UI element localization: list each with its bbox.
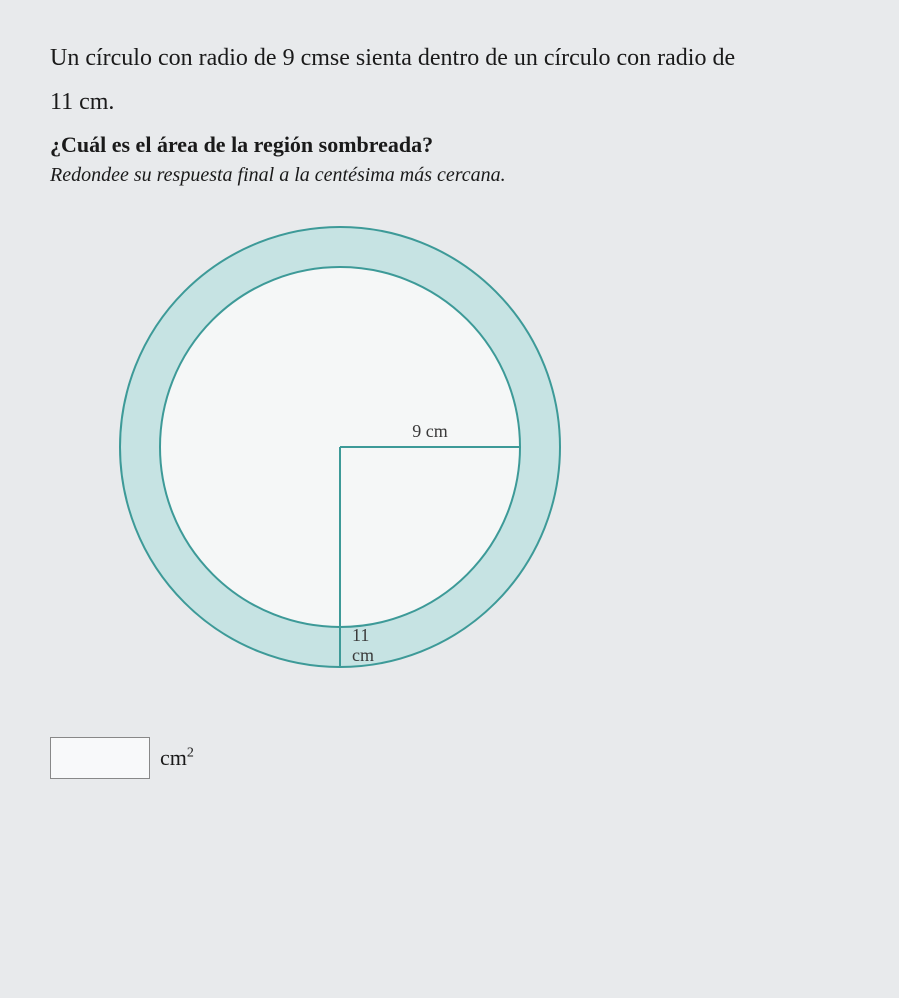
unit-cm: cm [160,745,187,770]
problem-statement-line1: Un círculo con radio de 9 cmse sienta de… [50,40,849,76]
inner-radius-label: 9 cm [412,421,448,441]
rounding-instruction: Redondee su respuesta final a la centési… [50,164,849,187]
outer-radius-label-unit: cm [352,645,374,665]
answer-input[interactable] [50,737,150,779]
outer-radius-label-num: 11 [352,625,369,645]
diagram-svg: 9 cm 11cm [110,217,570,677]
problem-statement-line2: 11 cm. [50,84,849,120]
answer-row: cm2 [50,737,849,779]
annulus-diagram: 9 cm 11cm [110,217,570,677]
question-prompt: ¿Cuál es el área de la región sombreada? [50,132,849,158]
answer-unit: cm2 [160,745,194,771]
unit-exponent: 2 [187,746,194,761]
